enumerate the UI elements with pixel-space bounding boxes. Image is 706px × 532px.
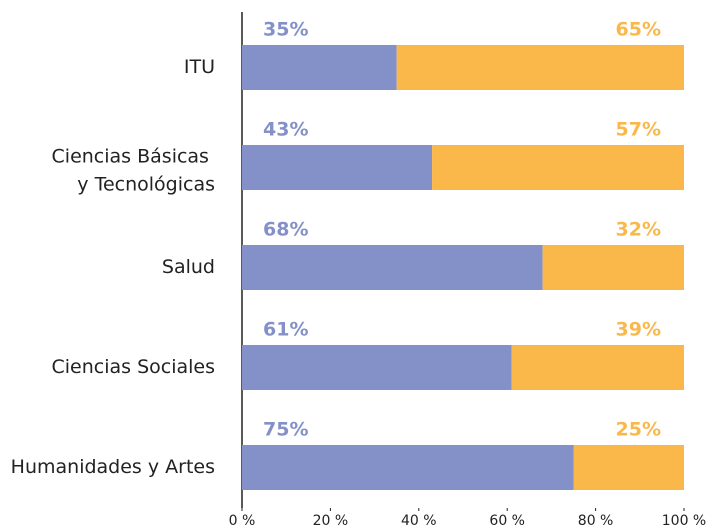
- value-label: 35%: [263, 19, 308, 41]
- category-label-line: Ciencias Básicas: [52, 145, 215, 167]
- bar-segment: [242, 345, 512, 390]
- category-label: Ciencias Básicas y Tecnológicas: [52, 145, 215, 195]
- bar-segment: [242, 145, 433, 190]
- value-label: 61%: [263, 319, 308, 341]
- value-label: 25%: [616, 419, 661, 441]
- x-tick-label: 100 %: [662, 513, 706, 529]
- bar-segment: [511, 345, 684, 390]
- value-label: 32%: [616, 219, 661, 241]
- bar-segment: [242, 245, 543, 290]
- bar-segment: [432, 145, 684, 190]
- x-tick-label: 20 %: [313, 513, 349, 529]
- category-label: Salud: [162, 256, 215, 278]
- x-tick-label: 0 %: [229, 513, 256, 529]
- value-label: 43%: [263, 119, 308, 141]
- category-label: Ciencias Sociales: [51, 356, 215, 378]
- category-label-line: y Tecnológicas: [77, 173, 215, 195]
- bar-segment: [242, 445, 574, 490]
- x-tick-label: 40 %: [401, 513, 437, 529]
- bar-segment: [573, 445, 684, 490]
- value-label: 68%: [263, 219, 308, 241]
- bar-segment: [396, 45, 684, 90]
- value-label: 75%: [263, 419, 308, 441]
- value-label: 57%: [616, 119, 661, 141]
- x-tick-label: 60 %: [489, 513, 525, 529]
- category-label: Humanidades y Artes: [11, 456, 215, 478]
- value-label: 65%: [616, 19, 661, 41]
- category-label: ITU: [184, 56, 215, 78]
- value-label: 39%: [616, 319, 661, 341]
- x-tick-label: 80 %: [578, 513, 614, 529]
- bar-segment: [242, 45, 397, 90]
- bar-segment: [542, 245, 684, 290]
